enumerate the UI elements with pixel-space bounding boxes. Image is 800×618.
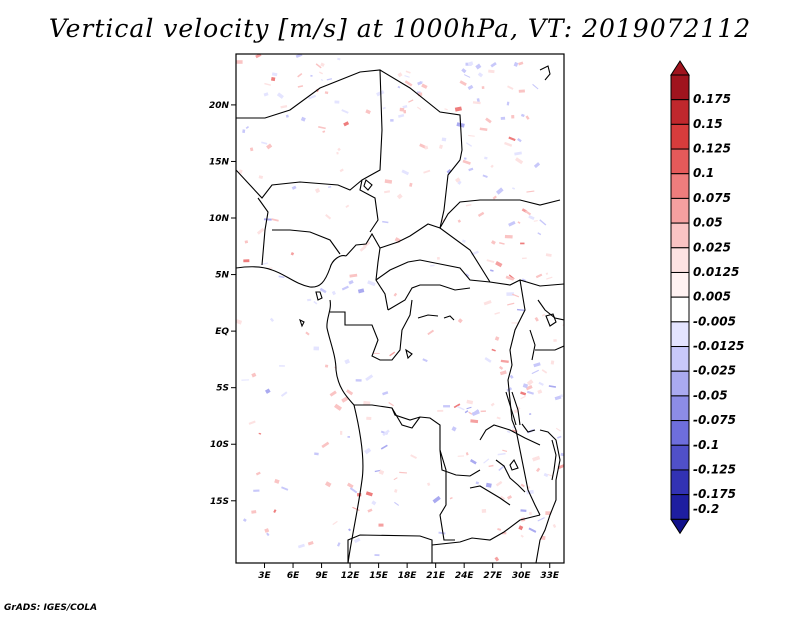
lon-tick-label: 33E xyxy=(540,571,560,581)
colorbar-swatch xyxy=(670,247,690,273)
colorbar-label: -0.075 xyxy=(693,413,736,427)
colorbar-swatch xyxy=(670,296,690,323)
colorbar-label: 0.05 xyxy=(693,216,723,230)
colorbar-label: 0.175 xyxy=(693,92,731,106)
lat-tick-label: 5N xyxy=(215,271,229,281)
colorbar-label: 0.005 xyxy=(693,290,731,304)
colorbar-label: -0.0125 xyxy=(693,339,744,353)
lon-tick-label: 21E xyxy=(426,571,446,581)
lon-tick-label: 27E xyxy=(483,571,503,581)
colorbar-label: 0.025 xyxy=(693,240,731,254)
country-borders xyxy=(236,65,564,563)
colorbar-swatch xyxy=(670,197,690,224)
lat-tick-label: 10S xyxy=(210,440,229,450)
colorbar-label: -0.175 xyxy=(693,487,736,501)
colorbar-label: 0.075 xyxy=(693,191,731,205)
colorbar-swatch xyxy=(670,346,690,372)
colorbar-swatch xyxy=(670,321,690,348)
colorbar-label: 0.0125 xyxy=(693,265,739,279)
colorbar-swatch xyxy=(670,469,690,496)
lon-tick-label: 9E xyxy=(315,571,328,581)
lat-tick-label: 20N xyxy=(209,101,230,111)
colorbar-swatch xyxy=(670,395,690,422)
colorbar-bottom-arrow xyxy=(670,518,690,535)
lat-tick-label: 5S xyxy=(216,384,229,394)
colorbar-label: 0.125 xyxy=(693,142,731,156)
colorbar-label: 0.15 xyxy=(693,117,723,131)
lat-tick-label: 10N xyxy=(209,214,230,224)
colorbar-top-arrow xyxy=(670,60,690,76)
colorbar-swatch xyxy=(670,444,690,471)
lat-tick-label: 15S xyxy=(210,497,229,507)
colorbar-swatch xyxy=(670,148,690,175)
lon-tick-label: 24E xyxy=(455,571,475,581)
lon-tick-label: 12E xyxy=(341,571,361,581)
grads-credit: GrADS: IGES/COLA xyxy=(4,603,98,613)
colorbar-label: -0.05 xyxy=(693,388,728,402)
colorbar-swatch xyxy=(670,420,690,446)
map-title: Vertical velocity [m/s] at 1000hPa, VT: … xyxy=(48,14,752,43)
lon-tick-label: 3E xyxy=(258,571,271,581)
colorbar-label: -0.2 xyxy=(693,502,719,516)
colorbar-swatch xyxy=(670,271,690,298)
colorbar-swatch xyxy=(670,494,690,520)
colorbar-swatch xyxy=(670,173,690,199)
vertical-velocity-field xyxy=(236,54,564,562)
colorbar-swatch xyxy=(670,99,690,125)
lon-tick-label: 30E xyxy=(512,571,532,581)
lon-tick-label: 15E xyxy=(369,571,389,581)
colorbar-label: 0.1 xyxy=(693,166,714,180)
lon-tick-label: 6E xyxy=(287,571,300,581)
colorbar-label: -0.005 xyxy=(693,314,736,328)
lat-tick-label: 15N xyxy=(209,157,230,167)
colorbar-swatch xyxy=(670,222,690,249)
lat-tick-label: EQ xyxy=(215,327,229,337)
colorbar-swatch xyxy=(670,123,690,150)
colorbar-swatch xyxy=(670,74,690,101)
colorbar-label: -0.125 xyxy=(693,462,736,476)
colorbar-label: -0.1 xyxy=(693,438,719,452)
colorbar: 0.175 0.15 0.125 0.1 0.075 0.05 0.025 0.0125 0.0… xyxy=(670,60,744,535)
colorbar-label: -0.025 xyxy=(693,364,736,378)
colorbar-swatch xyxy=(670,370,690,397)
map-frame xyxy=(235,53,565,564)
lon-tick-label: 18E xyxy=(398,571,418,581)
